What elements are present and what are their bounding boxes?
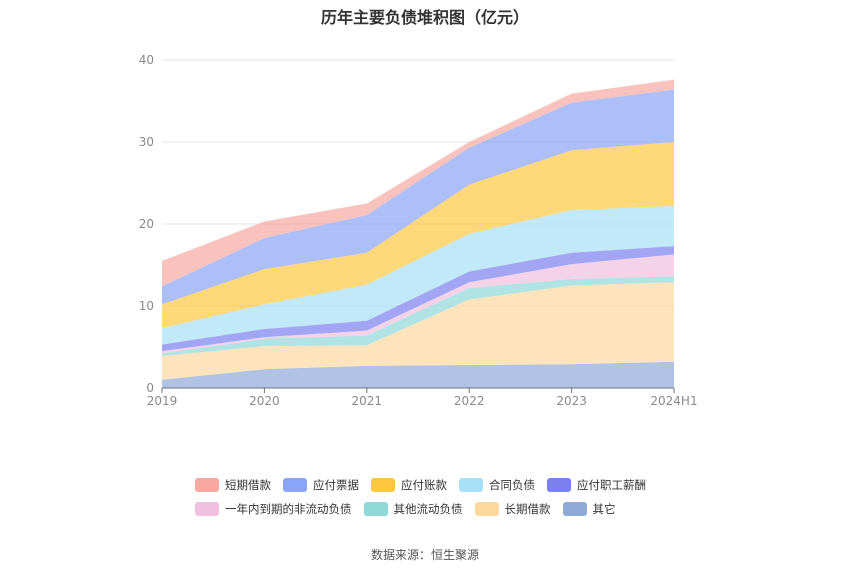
legend-swatch	[474, 502, 499, 516]
legend-label: 应付票据	[313, 478, 359, 492]
legend-label: 短期借款	[225, 478, 271, 492]
legend-row: 一年内到期的非流动负债 其他流动负债 长期借款 其它	[195, 497, 675, 521]
legend-item[interactable]: 合同负债	[459, 477, 535, 493]
area-series	[162, 79, 674, 388]
x-tick-label: 2020	[249, 394, 280, 408]
legend: 短期借款 应付票据 应付账款 合同负债 应付职工薪酬一年内到期的非流动负债 其他流动负债 长…	[195, 473, 675, 521]
chart-title: 历年主要负债堆积图（亿元）	[320, 8, 529, 27]
x-tick-label: 2024H1	[650, 394, 697, 408]
legend-item[interactable]: 短期借款	[195, 477, 271, 493]
legend-label: 应付职工薪酬	[577, 478, 646, 492]
legend-label: 应付账款	[401, 478, 447, 492]
x-tick-label: 2022	[454, 394, 485, 408]
legend-swatch	[363, 502, 388, 516]
legend-item[interactable]: 长期借款	[474, 501, 551, 517]
area-series-7	[162, 89, 674, 305]
legend-item[interactable]: 其它	[562, 501, 616, 517]
legend-swatch	[459, 478, 483, 492]
area-series-1	[162, 282, 674, 380]
area-series-3	[162, 254, 674, 354]
axes: 0 10 20 30 40 2019 2020 2021 2022 2023 2024H1	[139, 53, 698, 408]
legend-label: 合同负债	[489, 478, 535, 492]
legend-swatch	[283, 478, 307, 492]
area-series-6	[162, 142, 674, 329]
legend-label: 其它	[592, 502, 616, 516]
x-tick-label: 2021	[352, 394, 383, 408]
legend-label: 一年内到期的非流动负债	[225, 502, 352, 516]
legend-item[interactable]: 一年内到期的非流动负债	[195, 501, 352, 517]
area-series-4	[162, 246, 674, 352]
legend-swatch	[195, 502, 219, 516]
legend-label: 长期借款	[504, 502, 551, 516]
y-tick-label: 20	[139, 217, 154, 231]
legend-item[interactable]: 应付票据	[283, 477, 359, 493]
legend-swatch	[547, 478, 571, 492]
legend-item[interactable]: 应付账款	[371, 477, 447, 493]
y-tick-label: 30	[139, 135, 154, 149]
legend-swatch	[195, 478, 219, 492]
legend-label: 其他流动负债	[393, 502, 463, 516]
area-series-0	[162, 361, 674, 388]
area-series-2	[162, 276, 674, 357]
legend-row: 短期借款 应付票据 应付账款 合同负债 应付职工薪酬	[195, 473, 675, 497]
legend-swatch	[562, 502, 587, 516]
y-tick-label: 0	[146, 381, 154, 395]
x-tick-label: 2019	[147, 394, 178, 408]
y-tick-label: 10	[139, 299, 154, 313]
y-tick-label: 40	[139, 53, 154, 67]
chart-area: 0 10 20 30 40 2019 2020 2021 2022 2023 2024H1	[139, 53, 698, 408]
legend-item[interactable]: 其他流动负债	[363, 501, 463, 517]
legend-item[interactable]: 应付职工薪酬	[547, 477, 646, 493]
data-source: 数据来源：恒生聚源	[370, 548, 479, 562]
legend-swatch	[371, 478, 395, 492]
area-series-5	[162, 205, 674, 345]
x-tick-label: 2023	[556, 394, 587, 408]
